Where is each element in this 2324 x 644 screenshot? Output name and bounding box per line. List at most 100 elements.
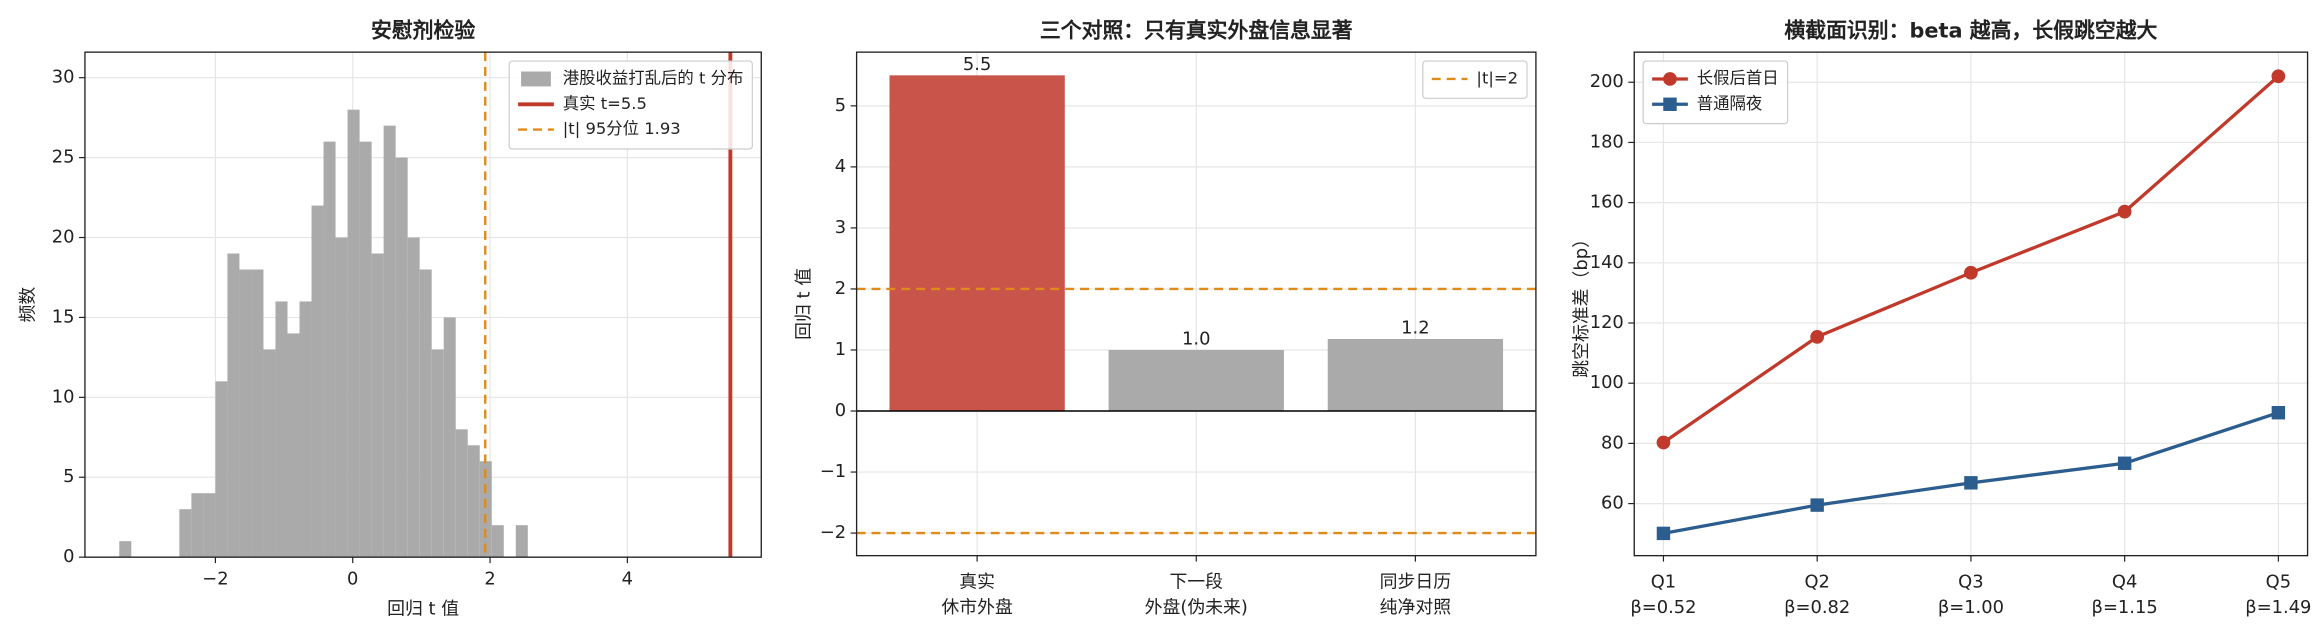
x-tick-label: β=1.00 [1938,597,2004,618]
histogram-bar [263,349,276,558]
x-tick-label: 真实 [959,571,995,592]
y-tick-label: 5 [63,466,74,487]
histogram-bar [491,525,504,558]
chart-title: 三个对照：只有真实外盘信息显著 [1040,18,1353,42]
histogram-bar [443,317,456,558]
histogram-bar [203,493,216,558]
legend-box [1642,60,1789,125]
y-tick-label: 180 [1590,131,1624,152]
point [2117,204,2132,219]
point [1964,265,1978,280]
y-axis-label: 回归 t 值 [793,268,814,340]
x-tick-label: β=1.15 [2092,597,2158,618]
legend-box [1422,60,1528,99]
legend-label: |t| 95分位 1.93 [563,119,681,138]
histogram-bar [479,461,492,558]
x-tick-label: Q2 [1804,571,1829,592]
legend-swatch [521,71,551,87]
y-tick-label: 10 [52,386,75,407]
histogram-bar [227,253,240,558]
histogram-bar [251,269,264,558]
x-tick-label: 纯净对照 [1380,597,1452,618]
y-tick-label: 20 [52,227,75,248]
y-tick-label: 15 [52,306,75,327]
y-tick-label: 100 [1590,372,1624,393]
histogram-bar [311,205,324,558]
y-tick-label: 160 [1590,192,1624,213]
point [2271,69,2286,84]
x-tick-label: 外盘(伪未来) [1145,597,1248,618]
histogram-bar [335,237,348,558]
histogram-bar [455,429,468,558]
histogram-bar [179,509,192,558]
y-tick-label: 2 [835,278,846,299]
histogram-bar [407,237,420,558]
histogram-bar [347,109,360,558]
legend-label: |t|=2 [1476,68,1518,87]
subplot: 60 80 100 120 140 160 180 200 Q1 β=0.52 Q2 β=0.82 Q3… [1571,18,2311,618]
x-tick-label: Q5 [2266,571,2291,592]
chart-title: 安慰剂检验 [371,18,475,42]
histogram-bar [359,141,372,558]
x-tick-label: Q1 [1651,571,1676,592]
plot-frame [855,51,1537,557]
bar [1108,349,1284,412]
histogram-bar [371,253,384,558]
legend-marker [1663,97,1677,111]
histogram-bar [419,269,432,558]
legend-marker [1663,72,1677,86]
histogram-bar [287,333,300,558]
x-tick-label: 同步日历 [1380,571,1451,592]
point [2271,405,2286,420]
value-label: 1.2 [1401,318,1429,339]
y-tick-label: 1 [835,339,846,360]
histogram-bar [467,445,480,558]
point [2117,456,2132,470]
legend-label: 真实 t=5.5 [563,94,647,113]
x-axis-label: 回归 t 值 [387,598,459,619]
y-tick-label: 60 [1601,493,1624,514]
histogram-bar [515,525,528,558]
legend: |t|=2 [1422,60,1528,99]
bar [1327,338,1504,412]
legend-box [508,60,753,150]
plot-frame [84,51,762,558]
point [1964,476,1978,490]
histogram-bar [215,381,228,558]
y-tick-label: 80 [1601,432,1624,453]
y-tick-label: 25 [52,147,75,168]
histogram-bar [323,141,336,558]
value-label: 1.0 [1182,329,1210,350]
x-tick-label: Q4 [2112,571,2137,592]
point [1810,498,1824,512]
legend-label: 普通隔夜 [1697,94,1763,113]
y-tick-label: −1 [820,461,846,482]
histogram-bar [275,301,288,558]
y-tick-label: 0 [63,546,74,567]
histogram-bar [299,301,312,558]
histogram-bar [239,269,252,558]
x-tick-label: 休市外盘 [941,597,1013,618]
y-tick-label: −2 [820,522,846,543]
point [1810,330,1825,344]
y-tick-label: 4 [835,156,846,177]
bar [889,75,1065,412]
y-tick-label: 3 [835,217,846,238]
x-tick-label: −2 [202,568,228,589]
y-axis-label: 频数 [17,287,38,323]
x-tick-label: 下一段 [1169,571,1223,592]
x-tick-label: β=0.52 [1630,597,1696,618]
y-tick-label: 30 [52,67,75,88]
value-label: 5.5 [963,54,991,75]
x-tick-label: 2 [484,568,495,589]
histogram-bar [119,541,132,558]
histogram-bar [431,349,444,558]
point [1656,526,1671,541]
chart-title: 横截面识别：beta 越高，长假跳空越大 [1784,18,2157,42]
